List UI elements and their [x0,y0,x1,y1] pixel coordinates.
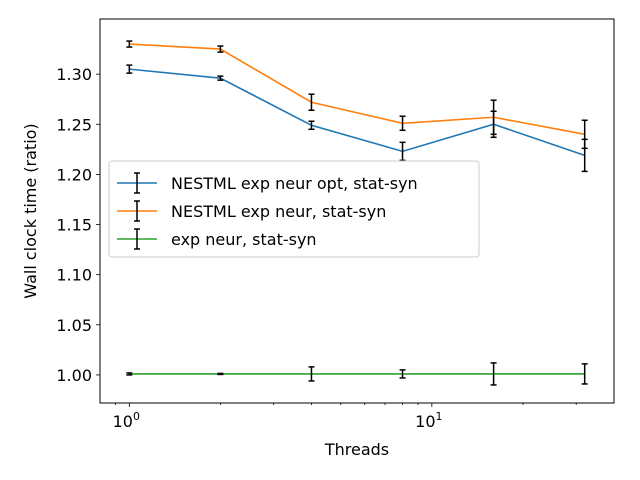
x-tick-label: 101 [415,410,442,431]
error-bar [490,99,497,136]
y-tick-label: 1.30 [56,65,92,84]
series-line [129,43,585,136]
legend-entry: NESTML exp neur opt, stat-syn [117,172,418,194]
error-bar [217,45,224,53]
error-bar [399,141,406,162]
error-bar [217,75,224,81]
error-bar [399,115,406,132]
y-tick-label: 1.05 [56,316,92,335]
series-layer [126,40,588,386]
legend-label: exp neur, stat-syn [171,230,317,249]
legend-entry: NESTML exp neur, stat-syn [117,200,386,222]
error-bar [581,119,588,150]
error-bar [490,362,497,386]
error-bar [126,372,133,376]
legend: NESTML exp neur opt, stat-syn NESTML exp … [108,160,480,258]
x-axis-label: Threads [324,440,389,459]
error-bar [308,366,315,382]
error-bar [217,372,224,376]
error-bar [308,93,315,111]
error-bar [308,120,315,131]
y-tick-label: 1.10 [56,266,92,285]
error-bar [581,363,588,385]
series-line [129,68,585,157]
series-2 [126,362,588,386]
y-axis-label: Wall clock time (ratio) [21,123,40,298]
plot-area-frame [99,18,615,404]
legend-entry: exp neur, stat-syn [117,228,317,250]
y-tick-label: 1.25 [56,115,92,134]
series-0 [126,64,588,173]
error-bar [126,64,133,74]
x-tick-label: 100 [113,410,140,431]
legend-box [108,160,480,258]
error-bar [399,369,406,379]
y-tick-label: 1.20 [56,165,92,184]
y-tick-label: 1.00 [56,366,92,385]
legend-label: NESTML exp neur, stat-syn [171,202,386,221]
legend-label: NESTML exp neur opt, stat-syn [171,174,418,193]
x-axis-ticks: 100 101 [113,403,443,431]
series-1 [126,40,588,150]
y-tick-label: 1.15 [56,216,92,235]
error-bar [126,40,133,48]
y-axis-ticks: 1.00 1.05 1.10 1.15 1.20 1.25 1.30 [56,65,100,385]
